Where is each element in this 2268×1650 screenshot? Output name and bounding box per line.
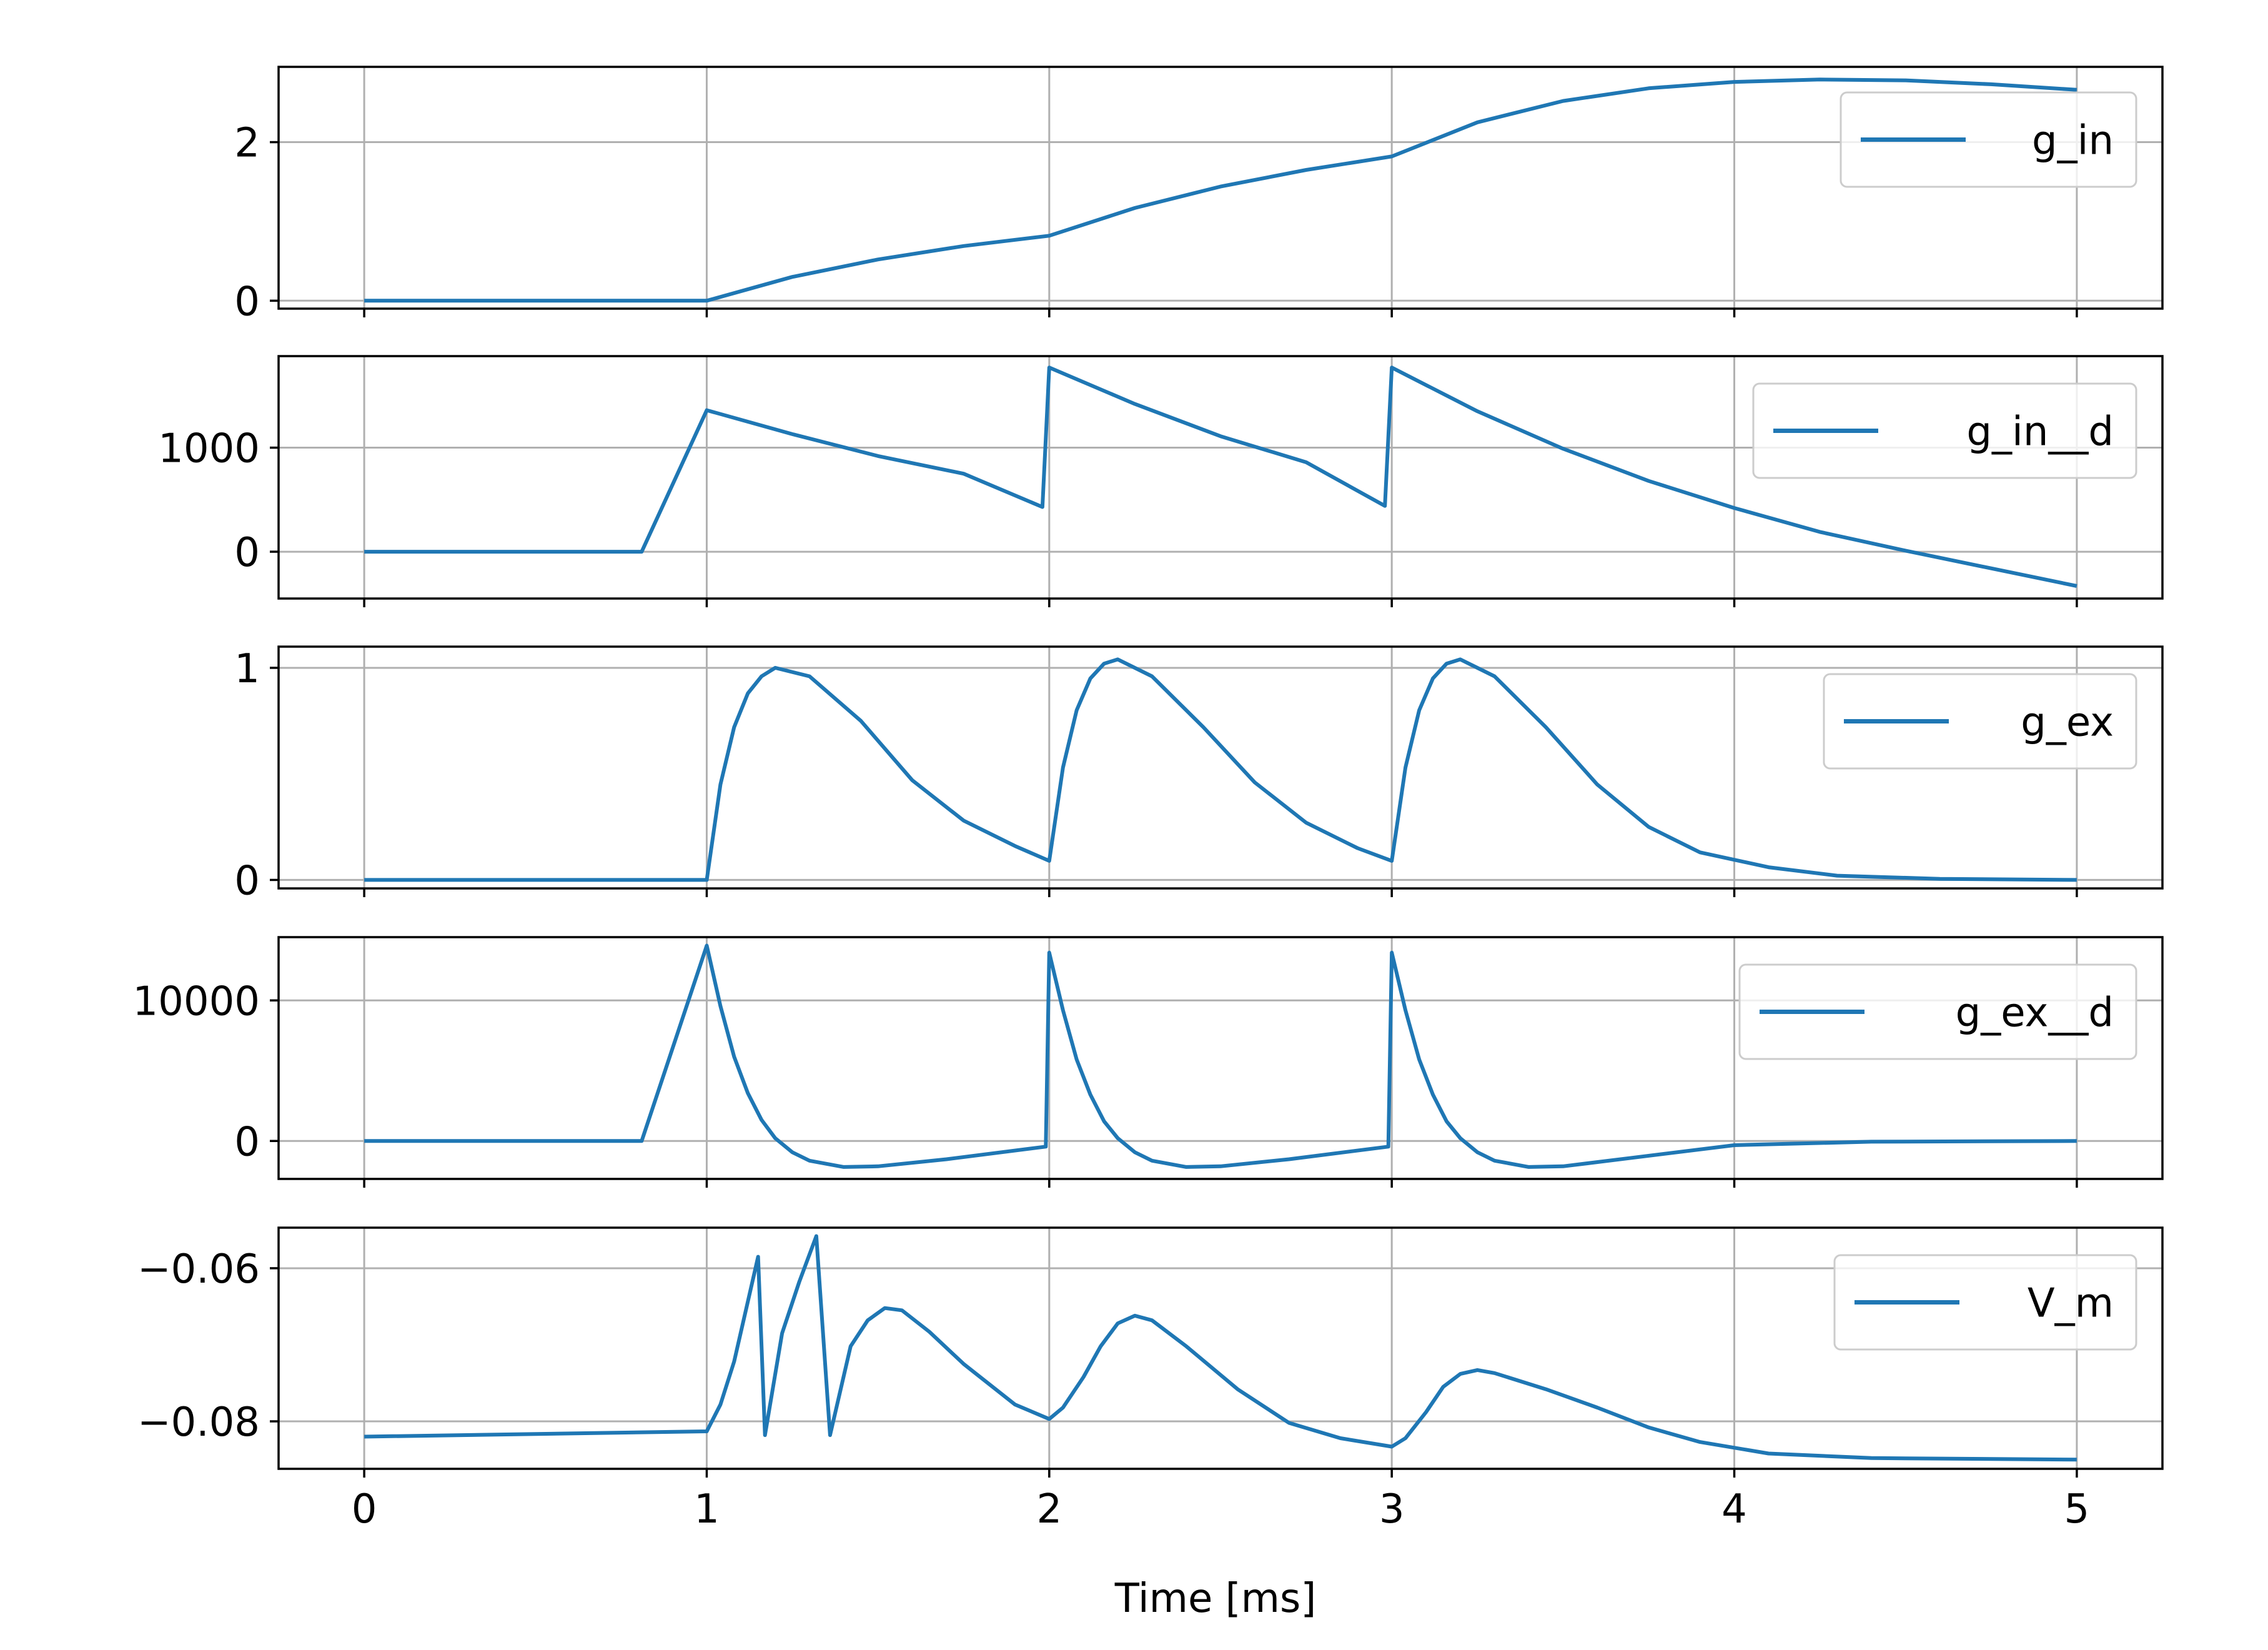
- series-line-V_m: [364, 1234, 2077, 1462]
- axes-frame: [277, 66, 2164, 310]
- axes-frame: [277, 1226, 2164, 1470]
- axes-frame: [277, 355, 2164, 600]
- legend-label: g_ex: [2021, 700, 2114, 746]
- x-tick-label: 0: [352, 1486, 377, 1533]
- series-line-g_ex__d: [364, 943, 2077, 1169]
- legend-box: [1752, 382, 2137, 479]
- series-line-g_in__d: [364, 365, 2077, 588]
- y-tick-label: 0: [234, 530, 260, 576]
- legend-g_ex__d: g_ex__d: [1738, 963, 2137, 1060]
- y-tick-label: 2: [234, 121, 260, 167]
- x-tick-label: 4: [1721, 1486, 1747, 1533]
- legend-box: [1823, 673, 2137, 770]
- x-tick-label: 5: [2064, 1486, 2090, 1533]
- x-tick-label: 3: [1379, 1486, 1405, 1533]
- legend-g_ex: g_ex: [1823, 673, 2137, 770]
- legend-label: g_in: [2032, 118, 2114, 164]
- x-tick-label: 1: [694, 1486, 720, 1533]
- legend-V_m: V_m: [1833, 1254, 2137, 1351]
- axes-frame: [277, 645, 2164, 890]
- x-axis-title: Time [ms]: [1114, 1576, 1317, 1622]
- subplot-g_ex: 0 1 g_ex: [234, 645, 2164, 904]
- subplot-g_ex__d: 0 10000 g_ex__d: [132, 936, 2164, 1188]
- y-tick-label: 0: [234, 279, 260, 325]
- y-tick-label: −0.08: [137, 1399, 260, 1446]
- y-tick-label: 0: [234, 858, 260, 904]
- y-tick-label: 0: [234, 1119, 260, 1165]
- y-tick-label: −0.06: [137, 1246, 260, 1293]
- subplot-g_in: 0 2 g_in: [234, 66, 2164, 325]
- subplot-panels: 0 2 g_in 0 1000 g_in__d 0 1 g_ex 0 10000 g_ex__d 0 1 2…: [132, 66, 2164, 1533]
- legend-label: g_ex__d: [1956, 990, 2114, 1036]
- y-tick-label: 1: [234, 646, 260, 692]
- legend-label: g_in__d: [1966, 409, 2114, 455]
- legend-box: [1840, 91, 2137, 188]
- legend-g_in: g_in: [1840, 91, 2137, 188]
- axes-frame: [277, 936, 2164, 1180]
- legend-g_in__d: g_in__d: [1752, 382, 2137, 479]
- legend-box: [1833, 1254, 2137, 1351]
- y-tick-label: 1000: [158, 426, 260, 472]
- legend-label: V_m: [2028, 1281, 2114, 1327]
- subplot-V_m: 0 1 2 3 4 5 −0.08 −0.06 V_m: [137, 1226, 2164, 1533]
- series-line-g_ex: [364, 657, 2077, 882]
- series-line-g_in: [364, 77, 2077, 303]
- legend-box: [1738, 963, 2137, 1060]
- y-tick-label: 10000: [132, 978, 260, 1025]
- x-tick-label: 2: [1036, 1486, 1062, 1533]
- subplot-g_in__d: 0 1000 g_in__d: [158, 355, 2164, 607]
